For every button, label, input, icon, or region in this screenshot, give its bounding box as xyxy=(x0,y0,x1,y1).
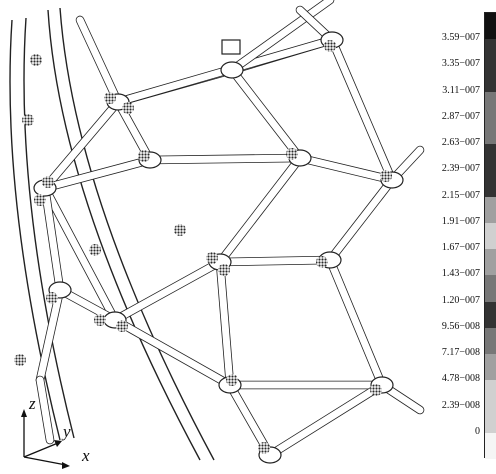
lattice-strut xyxy=(227,65,305,163)
stress-hotspot xyxy=(226,374,238,386)
color-scale-tick-label: 4.78−008 xyxy=(441,373,480,385)
stress-hotspot xyxy=(174,224,186,236)
stress-hotspot xyxy=(122,102,134,114)
lattice-strut xyxy=(145,153,305,165)
color-scale-segment xyxy=(485,406,496,434)
color-scale-tick-label: 7.17−008 xyxy=(441,347,480,359)
stress-hotspot xyxy=(34,194,46,206)
color-scale-tick-label: 1.20−007 xyxy=(441,294,480,306)
lattice-strut xyxy=(40,183,65,295)
color-scale-tick-label: 1.43−007 xyxy=(441,268,480,280)
stress-hotspot xyxy=(89,244,101,256)
axis-y-label: y xyxy=(63,422,71,441)
color-scale-tick-label: 1.67−007 xyxy=(441,242,480,254)
stress-hotspot xyxy=(46,292,58,304)
color-scale-tick-label: 2.39−008 xyxy=(441,399,480,411)
axis-triad: z y x xyxy=(0,379,120,469)
stress-hotspot xyxy=(206,252,218,264)
stress-hotspot xyxy=(14,354,26,366)
lattice-strut xyxy=(110,257,225,325)
stress-hotspot xyxy=(218,264,230,276)
stress-hotspot xyxy=(286,148,298,160)
lattice-strut xyxy=(75,15,123,107)
lattice-strut xyxy=(215,257,235,390)
color-scale-segment xyxy=(485,91,496,119)
color-scale-tick-label: 2.63−007 xyxy=(441,137,480,149)
lattice-strut xyxy=(215,153,305,267)
lattice-strut xyxy=(35,375,55,445)
stress-hotspot xyxy=(138,150,150,162)
stress-hotspot xyxy=(116,320,128,332)
color-scale-segment xyxy=(485,196,496,224)
stress-hotspot xyxy=(316,256,328,268)
lattice-strut xyxy=(265,380,387,460)
color-scale-segment xyxy=(485,170,496,198)
stress-hotspot xyxy=(380,170,392,182)
lattice-strut xyxy=(110,315,235,390)
lattice-joint xyxy=(220,61,244,79)
stress-hotspot xyxy=(30,54,42,66)
color-scale-tick-label: 3.35−007 xyxy=(441,58,480,70)
stress-hotspot xyxy=(94,314,106,326)
color-scale-segment xyxy=(485,222,496,250)
axis-z-label: z xyxy=(29,394,36,413)
color-scale-tick-label: 2.15−007 xyxy=(441,189,480,201)
stress-hotspot xyxy=(370,384,382,396)
lattice-strut xyxy=(215,255,335,267)
color-scale-segment xyxy=(485,13,496,40)
color-scale-segment xyxy=(485,249,496,276)
lattice-strut xyxy=(40,183,120,325)
color-scale-segment xyxy=(485,39,496,66)
axis-x-label: x xyxy=(82,446,90,465)
stress-hotspot xyxy=(258,442,270,454)
lattice-strut xyxy=(227,0,335,75)
lattice-strut xyxy=(325,255,387,390)
color-scale-segment xyxy=(485,432,496,460)
lattice-strut xyxy=(325,175,397,265)
color-scale-segment xyxy=(485,354,496,381)
color-scale-tick-label: 2.87−007 xyxy=(441,110,480,122)
stress-hotspot xyxy=(22,114,34,126)
color-scale-tick-label: 2.39−007 xyxy=(441,163,480,175)
lattice-cap-block xyxy=(221,39,241,55)
color-scale-tick-label: 1.91−007 xyxy=(441,215,480,227)
color-scale-segment xyxy=(485,275,496,303)
lattice-strut xyxy=(40,97,123,193)
stress-hotspot xyxy=(42,176,54,188)
outer-frame-inner xyxy=(47,7,215,461)
color-scale-bar xyxy=(484,12,496,460)
color-scale-segment xyxy=(485,65,496,93)
color-scale-segment xyxy=(485,117,496,145)
lattice-strut xyxy=(35,285,65,385)
color-scale-tick-label: 9.56−008 xyxy=(441,320,480,332)
color-scale-tick-label: 3.59−007 xyxy=(441,32,480,44)
color-scale-segment xyxy=(485,301,496,329)
stress-hotspot xyxy=(104,92,116,104)
color-scale: 3.59−007 3.35−007 3.11−007 2.87−007 2.63−007… xyxy=(406,0,496,469)
stress-hotspot xyxy=(324,40,336,52)
lattice-strut xyxy=(40,155,155,193)
lattice-strut xyxy=(295,153,397,185)
color-scale-segment xyxy=(485,144,496,171)
lattice-strut xyxy=(327,35,397,185)
color-scale-tick-label: 0 xyxy=(475,425,480,437)
color-scale-segment xyxy=(485,380,496,408)
axis-triad-arrows xyxy=(21,409,70,469)
color-scale-tick-label: 3.11−007 xyxy=(442,84,480,96)
color-scale-segment xyxy=(485,327,496,355)
